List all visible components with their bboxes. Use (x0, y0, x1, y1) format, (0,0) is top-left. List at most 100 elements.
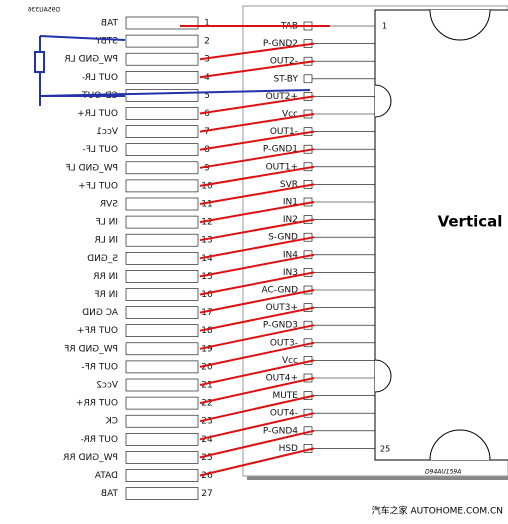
pin-box (125, 288, 199, 301)
left-pin-number: 12 (201, 218, 212, 228)
red-wire (199, 201, 315, 224)
left-pin-label: TAB (101, 489, 119, 499)
pin-box (125, 71, 199, 84)
left-pin-label: OUT LF- (83, 145, 118, 155)
pin-box (125, 360, 199, 374)
red-wire (199, 306, 315, 332)
left-pin-number: 21 (201, 381, 212, 391)
left-pin-number: 25 (201, 453, 212, 463)
left-pin-label: OUT RF- (81, 362, 118, 372)
left-pin-label: PW_GND RR (63, 453, 118, 463)
right-pin-label: MUTE (272, 391, 298, 401)
left-pin-label: TAB (101, 19, 119, 29)
red-wire (199, 447, 315, 477)
pin-box (125, 451, 199, 464)
pin-box (125, 396, 199, 410)
pin-box (125, 197, 199, 211)
pin-box (125, 306, 199, 319)
left-pin-number: 17 (201, 308, 212, 318)
chip-pin: 1 (382, 22, 387, 31)
right-pin-label: OUT4- (270, 409, 298, 419)
red-wire (199, 113, 315, 133)
right-pin-label: OUT1+ (266, 162, 298, 172)
notch (429, 9, 491, 41)
right-pin-label: OUT1- (270, 127, 298, 137)
left-pin-label: Vcc1 (96, 127, 118, 137)
left-pin-label: PW_GND LR (64, 55, 118, 65)
red-wire (199, 394, 315, 423)
red-wire (199, 183, 315, 205)
left-pin-number: 15 (201, 272, 212, 282)
right-pin-label: S-GND (268, 233, 298, 243)
left-pin-number: 2 (204, 37, 210, 47)
red-wire (199, 148, 315, 169)
pin-box (125, 52, 199, 66)
left-pin-number: 14 (201, 254, 213, 264)
pin-box (303, 74, 313, 84)
left-pin-label: AC GND (82, 308, 118, 318)
notch (429, 429, 491, 461)
left-pin-label: OUT RF+ (77, 326, 118, 336)
right-pin-label: Vcc (282, 110, 298, 120)
left-pin-number: 20 (201, 362, 213, 372)
left-pin-number: 9 (204, 163, 210, 173)
pin-box (125, 432, 199, 446)
left-pin-number: 7 (204, 127, 210, 137)
notch (374, 359, 392, 393)
red-wire (199, 289, 315, 314)
red-wire (199, 95, 315, 115)
left-pin-label: IN RF (94, 290, 118, 300)
left-pin-number: 8 (204, 145, 210, 155)
pin-box (125, 342, 199, 356)
pin-box (125, 34, 199, 48)
left-pin-label: IN LR (94, 236, 118, 246)
right-pin-label: SVR (280, 180, 298, 190)
right-pin-label: IN2 (283, 215, 298, 225)
red-wire (199, 324, 315, 350)
left-pin-number: 10 (201, 181, 213, 191)
pin-box (125, 16, 199, 30)
left-pin-number: 4 (204, 73, 210, 83)
pin-box (125, 469, 199, 482)
red-wire (199, 42, 315, 61)
right-pin-label: OUT2+ (266, 92, 298, 102)
red-wire (199, 60, 315, 79)
left-pin-number: 18 (201, 326, 213, 336)
red-wire (199, 271, 315, 296)
left-pin-label: OUT LR+ (77, 109, 118, 119)
red-wire (199, 341, 315, 368)
right-pin-label: P-GND3 (263, 321, 298, 331)
left-pin-number: 1 (204, 19, 210, 29)
right-pin-label: HSD (279, 444, 298, 454)
pin-box (125, 252, 199, 265)
watermark: 汽车之家 AUTOHOME.COM.CN (372, 505, 503, 517)
left-pin-label: OUT LF+ (78, 181, 118, 191)
pin-box (125, 378, 199, 392)
pin-box (125, 414, 199, 428)
red-wire (199, 218, 315, 242)
red-wire (199, 359, 315, 386)
left-pin-number: 23 (201, 417, 212, 427)
left-pin-label: IN LF (96, 218, 118, 228)
left-pin-label: Vcc2 (96, 381, 118, 391)
right-pin-label: OUT3- (270, 338, 298, 348)
pin-box (125, 215, 199, 229)
left-pin-number: 26 (201, 471, 213, 481)
left-pin-label: OUT RR+ (76, 399, 118, 409)
red-wire (199, 429, 315, 459)
right-pin-label: P-GND1 (263, 145, 298, 155)
left-pin-label: S_GND (87, 254, 118, 264)
header-code: D95AU336 (28, 7, 60, 14)
left-pin-number: 24 (201, 435, 213, 445)
pin-box (125, 89, 199, 102)
left-pin-number: 5 (204, 91, 210, 101)
chip-pin: 25 (380, 445, 390, 454)
red-wire (199, 412, 315, 441)
pin-box (125, 107, 199, 120)
right-pin-label: ST-BY (274, 74, 299, 84)
left-pin-number: 13 (201, 236, 212, 246)
pin-box (125, 143, 199, 156)
right-pin-label: Vcc (282, 356, 298, 366)
pin-box (125, 324, 199, 338)
